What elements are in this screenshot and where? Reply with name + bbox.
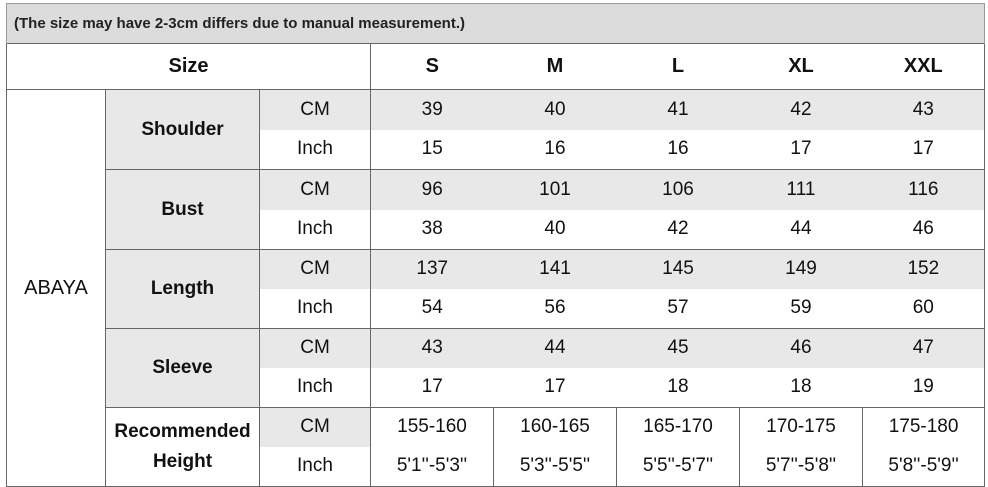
cell: 43 xyxy=(862,89,986,130)
unit-cm: CM xyxy=(259,328,371,368)
cell: 40 xyxy=(544,98,566,120)
cell: 170-175 xyxy=(739,407,863,447)
cell: 17 xyxy=(862,129,986,170)
cell: 17 xyxy=(739,129,863,170)
unit-cm: CM xyxy=(259,249,371,289)
size-xxl-header: XXL xyxy=(862,43,986,90)
attr-length: Length xyxy=(105,249,260,329)
cell: 111 xyxy=(786,178,816,200)
unit-inch: Inch xyxy=(259,129,371,170)
cell: 44 xyxy=(739,209,863,250)
measurement-note: (The size may have 2-3cm differs due to … xyxy=(5,3,986,44)
unit-cm: CM xyxy=(259,169,371,210)
cell: 44 xyxy=(544,337,566,359)
attr-sleeve: Sleeve xyxy=(105,328,260,408)
cell: 18 xyxy=(616,367,740,408)
size-m-header: M xyxy=(493,43,617,90)
attr-recommended-height: Recommended Height xyxy=(105,407,260,487)
attr-shoulder: Shoulder xyxy=(105,89,260,170)
cell: 17 xyxy=(493,367,617,408)
cell: 46 xyxy=(790,337,812,359)
cell: 16 xyxy=(616,129,740,170)
unit-inch: Inch xyxy=(259,288,371,329)
cell: 5'8''-5'9'' xyxy=(862,446,986,487)
cell: 54 xyxy=(370,288,494,329)
unit-inch: Inch xyxy=(259,209,371,250)
size-chart: (The size may have 2-3cm differs due to … xyxy=(5,3,986,487)
cell: 42 xyxy=(616,209,740,250)
cell: 5'5''-5'7'' xyxy=(616,446,740,487)
size-header: Size xyxy=(6,43,371,90)
cell: 16 xyxy=(493,129,617,170)
cell: 56 xyxy=(493,288,617,329)
cell: 101 xyxy=(539,178,571,200)
cell: 96 xyxy=(421,178,443,200)
cell: 57 xyxy=(616,288,740,329)
cell: 5'1''-5'3'' xyxy=(370,446,494,487)
cell: 60 xyxy=(862,288,986,329)
cell: 160-165 xyxy=(493,407,617,447)
cell: 42 xyxy=(790,98,812,120)
size-s-header: S xyxy=(370,43,494,90)
cell: 39 xyxy=(421,98,443,120)
cell: 18 xyxy=(739,367,863,408)
cell: 149 xyxy=(785,258,817,280)
cell: 59 xyxy=(739,288,863,329)
cell: 141 xyxy=(539,258,571,280)
cell: 152 xyxy=(862,249,986,289)
cell: 5'3''-5'5'' xyxy=(493,446,617,487)
cell: 19 xyxy=(862,367,986,408)
unit-inch: Inch xyxy=(259,367,371,408)
cell: 41 xyxy=(667,98,689,120)
cell: 43 xyxy=(421,337,443,359)
size-table: (The size may have 2-3cm differs due to … xyxy=(5,3,986,487)
cell: 15 xyxy=(370,129,494,170)
size-l-header: L xyxy=(616,43,740,90)
unit-inch: Inch xyxy=(259,446,371,487)
cell: 145 xyxy=(662,258,694,280)
unit-cm: CM xyxy=(259,89,371,130)
cell: 38 xyxy=(370,209,494,250)
cell: 46 xyxy=(862,209,986,250)
size-xl-header: XL xyxy=(739,43,863,90)
cell: 175-180 xyxy=(862,407,986,447)
unit-cm: CM xyxy=(259,407,371,447)
cell: 17 xyxy=(370,367,494,408)
cell: 45 xyxy=(667,337,689,359)
cell: 106 xyxy=(662,178,694,200)
cell: 116 xyxy=(862,169,986,210)
product-name: ABAYA xyxy=(6,89,106,487)
cell: 165-170 xyxy=(616,407,740,447)
cell: 5'7''-5'8'' xyxy=(739,446,863,487)
cell: 137 xyxy=(416,258,449,280)
attr-bust: Bust xyxy=(105,169,260,250)
cell: 40 xyxy=(493,209,617,250)
cell: 155-160 xyxy=(370,407,494,447)
cell: 47 xyxy=(862,328,986,368)
